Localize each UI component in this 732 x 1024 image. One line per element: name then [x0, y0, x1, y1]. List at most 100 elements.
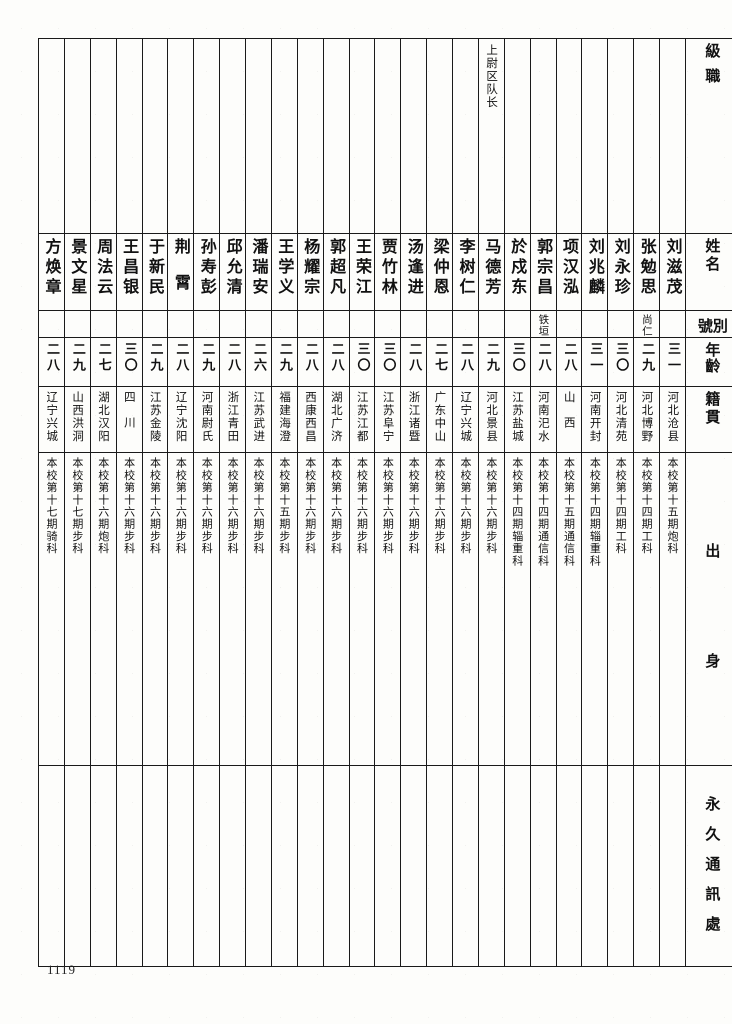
cell-education: 本校第十六期步科: [115, 452, 143, 766]
age-value: 三〇: [613, 342, 629, 374]
cell-origin: 江苏武进: [245, 386, 272, 453]
cell-education: 本校第十五期通信科: [555, 452, 583, 766]
cell-education: 本校第十五期步科: [270, 452, 298, 766]
row-origin: 辽宁兴城 山西洪洞 湖北汉阳 四川 江苏金陵 辽宁沈阳 河南尉氏 浙江青田 江苏武进 福建海澄 西康…: [38, 386, 732, 453]
row-address: 永久通訊處: [38, 765, 732, 967]
education-value: 本校第十六期步科: [122, 457, 136, 555]
origin-value: 辽宁兴城: [459, 391, 474, 443]
cell-name: 荆霄: [167, 233, 195, 311]
age-value: 二八: [225, 342, 241, 374]
name-value: 荆霄: [171, 238, 191, 310]
cell-education: 本校第十六期步科: [193, 452, 221, 766]
cell-alias: [581, 310, 609, 338]
age-value: 二九: [639, 342, 655, 374]
name-value: 项汉泓: [559, 238, 579, 298]
cell-name: 项汉泓: [555, 233, 583, 311]
cell-age: 二九: [270, 337, 298, 387]
age-value: 二九: [199, 342, 215, 374]
cell-education: 本校第十四期通信科: [529, 452, 557, 766]
cell-age: 二六: [245, 337, 272, 387]
age-value: 二八: [328, 342, 344, 374]
roster-table-body: 上尉区队长 級職 方焕章 景文星 周法云 王昌银 于新民 荆霄 孙寿彭 邱允清 潘瑞安 王学义 杨耀…: [38, 38, 732, 967]
cell-age: 三一: [659, 337, 686, 387]
cell-name: 于新民: [141, 233, 169, 311]
cell-age: 二九: [63, 337, 91, 387]
cell-alias: [374, 310, 402, 338]
cell-rank: [270, 38, 298, 234]
age-value: 二六: [250, 342, 266, 374]
origin-value: 河北博野: [640, 391, 655, 443]
header-label-address: 永久通訊處: [703, 796, 722, 946]
cell-age: 三一: [581, 337, 609, 387]
cell-alias: [245, 310, 272, 338]
cell-origin: 江苏盐城: [503, 386, 531, 453]
header-cell-name: 姓名: [684, 233, 732, 311]
age-value: 二八: [406, 342, 422, 374]
education-value: 本校第十六期步科: [329, 457, 343, 555]
cell-alias: [659, 310, 686, 338]
cell-address: [659, 765, 686, 967]
origin-value: 辽宁沈阳: [174, 391, 189, 443]
cell-rank: [167, 38, 195, 234]
cell-name: 郭宗昌: [529, 233, 557, 311]
education-value: 本校第十五期步科: [277, 457, 291, 555]
cell-age: 二九: [141, 337, 169, 387]
name-value: 王学义: [275, 238, 295, 298]
page-number: 1119: [47, 962, 77, 977]
origin-value: 江苏金陵: [148, 391, 163, 443]
cell-address: [296, 765, 324, 967]
education-value: 本校第十五期通信科: [562, 457, 576, 567]
education-value: 本校第十六期步科: [251, 457, 265, 555]
age-value: 三〇: [354, 342, 370, 374]
cell-origin: 浙江青田: [219, 386, 246, 453]
education-value: 本校第十六期步科: [433, 457, 447, 555]
cell-address: [452, 765, 479, 967]
cell-age: 二八: [400, 337, 428, 387]
cell-address: [348, 765, 376, 967]
cell-age: 二八: [296, 337, 324, 387]
cell-age: 三〇: [503, 337, 531, 387]
cell-age: 二八: [167, 337, 195, 387]
cell-rank: [89, 38, 117, 234]
cell-origin: 四川: [115, 386, 143, 453]
cell-age: 二八: [452, 337, 479, 387]
origin-value: 河南汜水: [536, 391, 551, 443]
cell-education: 本校第十六期步科: [219, 452, 246, 766]
cell-name: 梁仲恩: [426, 233, 453, 311]
header-label-education: 出身: [703, 543, 722, 763]
cell-age: 三〇: [607, 337, 635, 387]
cell-name: 杨耀宗: [296, 233, 324, 311]
cell-name: 马德芳: [477, 233, 505, 311]
row-rank: 上尉区队长 級職: [38, 38, 732, 234]
cell-rank: [219, 38, 246, 234]
cell-rank: [245, 38, 272, 234]
age-value: 二九: [69, 342, 85, 374]
cell-education: 本校第十六期步科: [141, 452, 169, 766]
cell-origin: 山西: [555, 386, 583, 453]
education-value: 本校第十六期步科: [174, 457, 188, 555]
cell-rank: [63, 38, 91, 234]
education-value: 本校第十四期工科: [614, 457, 628, 555]
cell-origin: 河北清苑: [607, 386, 635, 453]
cell-address: [63, 765, 91, 967]
cell-origin: 河南尉氏: [193, 386, 221, 453]
cell-rank: [529, 38, 557, 234]
cell-origin: 辽宁兴城: [452, 386, 479, 453]
name-value: 贾竹林: [378, 238, 398, 298]
name-value: 于新民: [145, 238, 165, 298]
cell-education: 本校第十七期骑科: [38, 452, 65, 766]
cell-name: 王昌银: [115, 233, 143, 311]
education-value: 本校第十六期炮科: [96, 457, 110, 555]
header-cell-alias: 別號: [684, 310, 732, 338]
cell-alias: [555, 310, 583, 338]
cell-education: 本校第十四期辎重科: [581, 452, 609, 766]
cell-origin: 湖北汉阳: [89, 386, 117, 453]
cell-alias: [503, 310, 531, 338]
age-value: 三〇: [509, 342, 525, 374]
cell-age: 二九: [633, 337, 660, 387]
cell-education: 本校第十四期工科: [633, 452, 660, 766]
origin-value: 四川: [122, 391, 137, 442]
age-value: 二八: [535, 342, 551, 374]
origin-value: 江苏武进: [252, 391, 267, 443]
cell-alias: [63, 310, 91, 338]
